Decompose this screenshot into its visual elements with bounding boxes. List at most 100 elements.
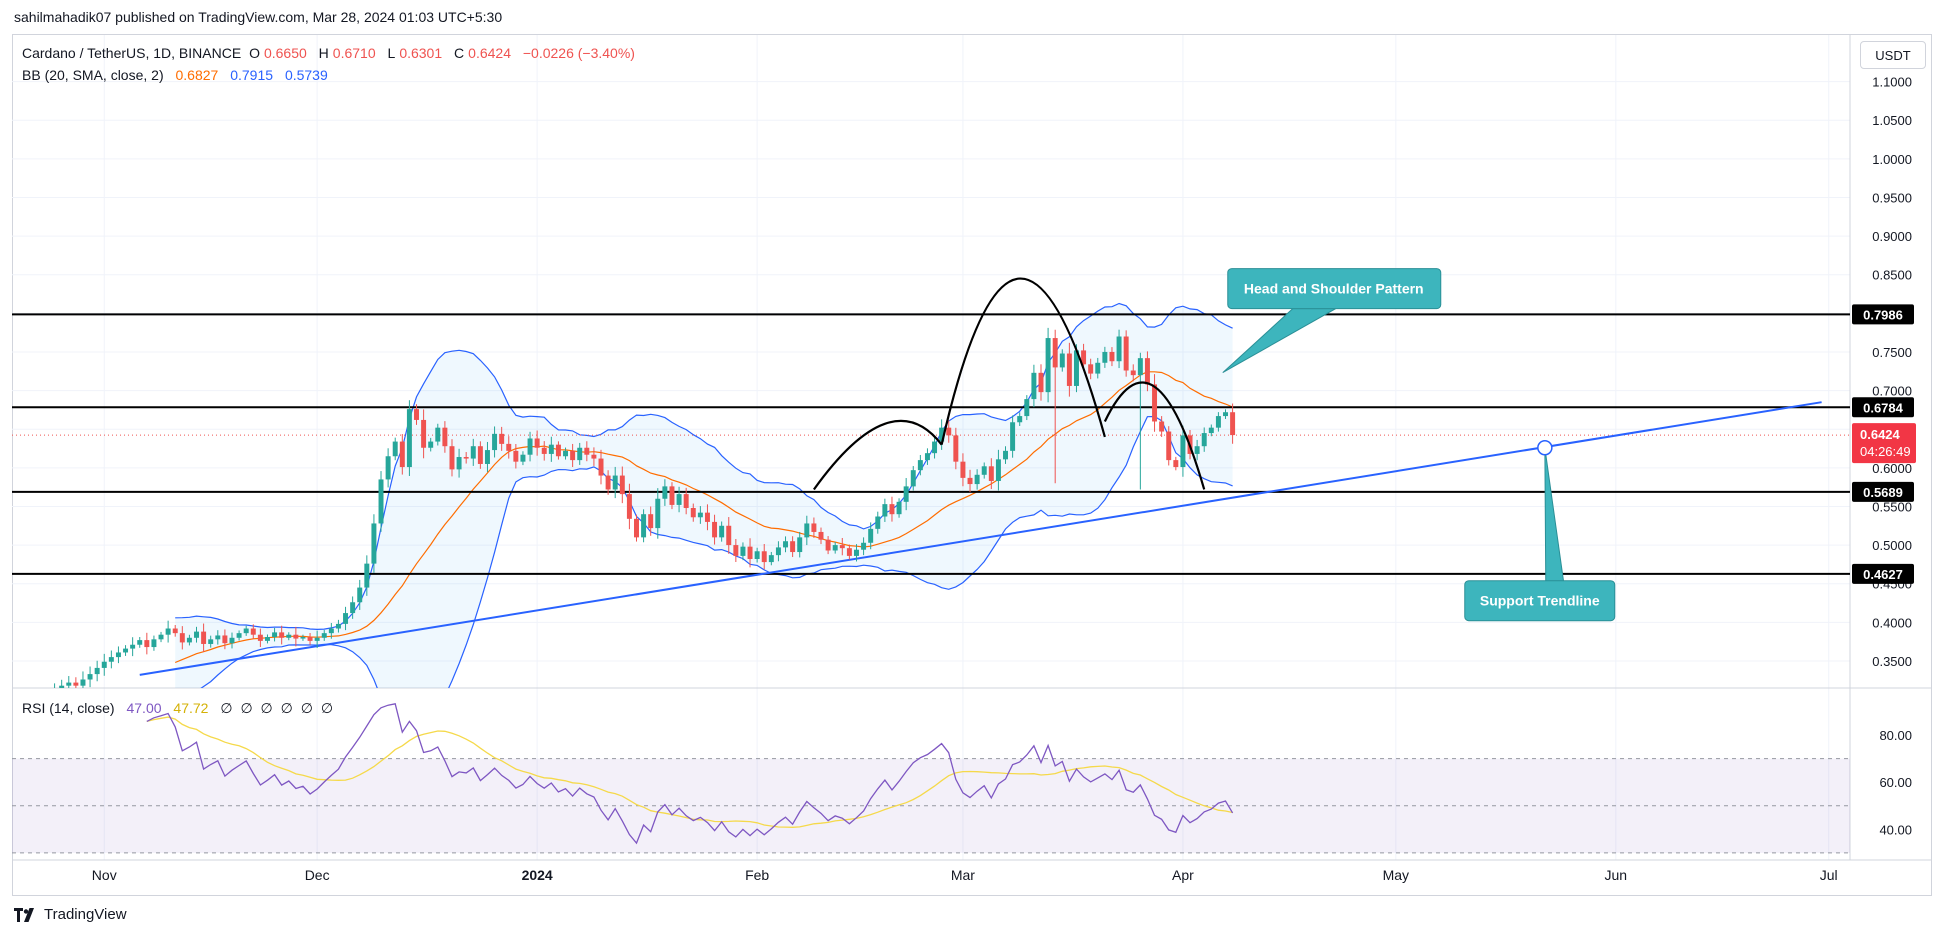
candle-body-26 bbox=[222, 635, 228, 644]
arc-head bbox=[940, 277, 1106, 445]
bb-fill bbox=[175, 303, 1233, 688]
candle-body-45 bbox=[357, 587, 363, 603]
candle-body-11 bbox=[115, 652, 121, 658]
rsi-legend: RSI (14, close) 47.00 47.72 ∅ ∅ ∅ ∅ ∅ ∅ bbox=[22, 700, 337, 717]
currency-button[interactable]: USDT bbox=[1860, 41, 1926, 69]
time-tick-label-4: Mar bbox=[951, 867, 975, 883]
candle-body-66 bbox=[506, 443, 512, 451]
rsi-tick-label-1: 60.00 bbox=[1879, 775, 1912, 790]
candle-body-61 bbox=[470, 446, 476, 459]
candle-body-80 bbox=[605, 475, 611, 490]
candle-body-19 bbox=[172, 628, 178, 634]
candle-body-87 bbox=[655, 498, 661, 529]
candle-body-81 bbox=[612, 475, 618, 490]
candle-body-119 bbox=[882, 504, 888, 517]
arc-right-shoulder bbox=[1103, 381, 1206, 490]
candle-body-78 bbox=[591, 454, 597, 459]
candle-body-38 bbox=[307, 637, 313, 641]
close-label: C bbox=[454, 45, 465, 61]
candle-body-167 bbox=[1223, 412, 1228, 417]
candle-body-107 bbox=[797, 537, 803, 553]
time-tick-label-0: Nov bbox=[92, 867, 117, 883]
candle-body-138 bbox=[1017, 416, 1023, 423]
rsi-line bbox=[146, 703, 1234, 845]
candle-body-4 bbox=[66, 682, 72, 686]
candle-body-43 bbox=[343, 613, 349, 624]
price-tick-label-12: 0.5000 bbox=[1872, 538, 1912, 553]
candle-body-79 bbox=[598, 458, 604, 476]
candle-body-97 bbox=[726, 525, 732, 546]
candle-body-111 bbox=[825, 539, 831, 551]
rsi-extra-2: ∅ bbox=[260, 700, 273, 716]
candle-body-125 bbox=[924, 453, 930, 461]
candle-body-131 bbox=[967, 477, 973, 485]
trendline-anchor-handle bbox=[1537, 440, 1553, 456]
candle-body-8 bbox=[94, 667, 100, 675]
candle-body-165 bbox=[1208, 427, 1214, 434]
candle-body-28 bbox=[236, 633, 242, 638]
rsi-extra-3: ∅ bbox=[280, 700, 293, 716]
level-badge-0 bbox=[1852, 304, 1914, 325]
level-badge-text-1: 0.6784 bbox=[1863, 400, 1904, 415]
candle-body-21 bbox=[186, 637, 192, 643]
time-tick-label-5: Apr bbox=[1172, 867, 1194, 883]
candle-body-86 bbox=[648, 514, 654, 529]
candle-body-129 bbox=[953, 435, 959, 462]
candle-body-42 bbox=[335, 623, 341, 629]
price-tick-label-15: 0.3500 bbox=[1872, 654, 1912, 669]
candle-body-14 bbox=[137, 640, 143, 645]
candle-body-29 bbox=[243, 628, 249, 634]
candle-body-36 bbox=[293, 634, 299, 639]
rsi-extra-5: ∅ bbox=[320, 700, 334, 716]
candle-body-91 bbox=[683, 494, 689, 509]
candle-body-168 bbox=[1230, 412, 1236, 436]
candle-body-152 bbox=[1116, 336, 1122, 362]
candle-body-68 bbox=[520, 454, 526, 462]
tradingview-logo-icon bbox=[14, 907, 34, 922]
candle-body-84 bbox=[634, 518, 639, 538]
bb-lower-value: 0.5739 bbox=[284, 67, 328, 83]
candle-body-161 bbox=[1180, 435, 1186, 468]
price-tick-label-7: 0.7500 bbox=[1872, 345, 1912, 360]
price-tick-label-3: 0.9500 bbox=[1872, 190, 1912, 205]
high-label: H bbox=[318, 45, 329, 61]
trendline-callout-text: Support Trendline bbox=[1480, 593, 1600, 609]
candle-body-89 bbox=[669, 486, 675, 505]
candle-body-106 bbox=[790, 541, 796, 553]
candle-body-10 bbox=[108, 657, 114, 662]
candle-body-16 bbox=[151, 639, 157, 648]
bb-upper-value: 0.7915 bbox=[230, 67, 274, 83]
candle-body-136 bbox=[1003, 450, 1008, 460]
rsi-extra-0: ∅ bbox=[220, 700, 233, 716]
bb-label: BB (20, SMA, close, 2) bbox=[22, 67, 164, 83]
candle-body-110 bbox=[818, 531, 824, 540]
candle-body-99 bbox=[740, 546, 746, 556]
candle-body-75 bbox=[570, 450, 576, 461]
candle-body-33 bbox=[272, 632, 278, 638]
candle-body-50 bbox=[392, 441, 398, 457]
candle-body-6 bbox=[80, 679, 86, 686]
trendline-callout-box bbox=[1464, 580, 1616, 622]
current-price-text: 0.6424 bbox=[1860, 427, 1901, 442]
symbol-name: Cardano / TetherUS, 1D, BINANCE bbox=[22, 45, 242, 61]
candle-body-140 bbox=[1031, 372, 1037, 400]
candle-body-150 bbox=[1102, 351, 1108, 363]
candle-body-158 bbox=[1159, 421, 1165, 432]
candle-body-56 bbox=[435, 427, 441, 442]
candle-body-121 bbox=[896, 501, 902, 515]
candle-body-127 bbox=[939, 427, 945, 442]
candle-body-144 bbox=[1059, 353, 1065, 368]
candle-body-157 bbox=[1152, 384, 1158, 422]
candle-body-156 bbox=[1144, 358, 1150, 385]
candle-body-72 bbox=[548, 444, 554, 454]
candle-body-148 bbox=[1088, 364, 1094, 374]
candle-body-126 bbox=[932, 441, 938, 454]
price-tick-label-5: 0.8500 bbox=[1872, 268, 1912, 283]
candle-body-22 bbox=[194, 631, 199, 638]
candle-body-48 bbox=[378, 479, 384, 524]
candle-body-2 bbox=[52, 690, 57, 695]
candle-body-60 bbox=[463, 457, 469, 459]
candle-body-154 bbox=[1130, 370, 1136, 376]
candle-body-37 bbox=[300, 637, 306, 639]
